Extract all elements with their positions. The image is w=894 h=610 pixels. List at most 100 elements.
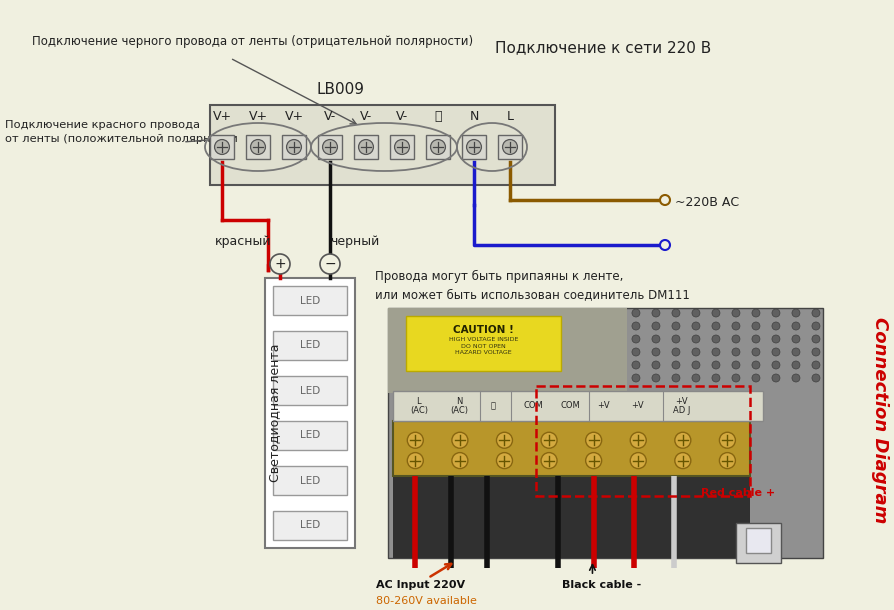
Circle shape — [752, 374, 760, 382]
Bar — [746, 528, 771, 553]
Circle shape — [692, 361, 700, 369]
Text: +: + — [274, 257, 286, 271]
Text: LED: LED — [299, 476, 320, 486]
Circle shape — [652, 348, 660, 356]
Bar — [265, 278, 355, 548]
Bar — [388, 308, 628, 393]
Text: +V: +V — [631, 401, 644, 411]
Circle shape — [712, 374, 720, 382]
Text: ~220В АС: ~220В АС — [675, 196, 739, 209]
Circle shape — [652, 335, 660, 343]
Text: LED: LED — [299, 431, 320, 440]
Text: LED: LED — [299, 386, 320, 395]
Text: Светодиодная лента: Светодиодная лента — [268, 344, 282, 483]
Bar — [210, 105, 555, 185]
Bar — [273, 376, 347, 405]
Bar — [273, 466, 347, 495]
Text: ⏚: ⏚ — [490, 401, 495, 411]
Text: LED: LED — [299, 340, 320, 351]
Circle shape — [586, 432, 602, 448]
Circle shape — [692, 309, 700, 317]
Circle shape — [772, 309, 780, 317]
Bar — [393, 476, 750, 558]
Circle shape — [394, 140, 409, 154]
Circle shape — [660, 195, 670, 205]
Circle shape — [632, 309, 640, 317]
Circle shape — [732, 335, 740, 343]
Text: V+: V+ — [213, 110, 232, 123]
Circle shape — [320, 254, 340, 274]
Circle shape — [672, 335, 680, 343]
Circle shape — [630, 432, 646, 448]
Text: AC Input 220V: AC Input 220V — [376, 580, 465, 590]
Circle shape — [675, 453, 691, 468]
Circle shape — [752, 335, 760, 343]
Bar — [390, 135, 414, 159]
Text: Black cable -: Black cable - — [562, 580, 641, 590]
Bar — [406, 316, 561, 371]
Circle shape — [652, 374, 660, 382]
Text: N
(AC): N (AC) — [451, 397, 468, 415]
Circle shape — [732, 309, 740, 317]
Circle shape — [732, 322, 740, 330]
Circle shape — [541, 432, 557, 448]
Circle shape — [270, 254, 290, 274]
Text: L: L — [507, 110, 513, 123]
Bar — [273, 286, 347, 315]
Circle shape — [792, 322, 800, 330]
Circle shape — [586, 453, 602, 468]
Text: V+: V+ — [249, 110, 267, 123]
Bar — [282, 135, 306, 159]
Circle shape — [752, 348, 760, 356]
Text: 80-260V available: 80-260V available — [376, 596, 477, 606]
Text: COM: COM — [524, 401, 544, 411]
Text: V-: V- — [396, 110, 409, 123]
Text: Connection Diagram: Connection Diagram — [871, 317, 889, 523]
Text: Red cable +: Red cable + — [701, 488, 775, 498]
Circle shape — [541, 453, 557, 468]
Circle shape — [792, 374, 800, 382]
Circle shape — [672, 374, 680, 382]
Circle shape — [772, 361, 780, 369]
Circle shape — [812, 322, 820, 330]
Circle shape — [732, 348, 740, 356]
Circle shape — [752, 309, 760, 317]
Circle shape — [408, 453, 423, 468]
Circle shape — [632, 374, 640, 382]
Circle shape — [772, 322, 780, 330]
Circle shape — [408, 432, 423, 448]
Text: CAUTION !: CAUTION ! — [453, 325, 514, 335]
Text: Подключение черного провода от ленты (отрицательной полярности): Подключение черного провода от ленты (от… — [32, 35, 473, 48]
Circle shape — [792, 348, 800, 356]
Circle shape — [812, 361, 820, 369]
Text: +V
AD J: +V AD J — [672, 397, 690, 415]
Bar — [273, 511, 347, 540]
Circle shape — [467, 140, 482, 154]
Circle shape — [632, 361, 640, 369]
Bar — [536, 386, 750, 496]
Circle shape — [451, 432, 468, 448]
Circle shape — [692, 374, 700, 382]
Text: V+: V+ — [284, 110, 304, 123]
Circle shape — [502, 140, 518, 154]
Circle shape — [632, 335, 640, 343]
Circle shape — [752, 322, 760, 330]
Bar — [736, 523, 781, 563]
Circle shape — [812, 374, 820, 382]
Text: V-: V- — [360, 110, 372, 123]
Circle shape — [792, 309, 800, 317]
Bar — [318, 135, 342, 159]
Bar — [388, 308, 823, 558]
Circle shape — [772, 348, 780, 356]
Circle shape — [215, 140, 230, 154]
Circle shape — [496, 453, 512, 468]
Text: ⏚: ⏚ — [434, 110, 442, 123]
Text: −: − — [325, 257, 336, 271]
Circle shape — [358, 140, 374, 154]
Circle shape — [496, 432, 512, 448]
Circle shape — [712, 348, 720, 356]
Bar — [273, 421, 347, 450]
Bar — [393, 391, 763, 421]
Circle shape — [720, 432, 736, 448]
Circle shape — [672, 309, 680, 317]
